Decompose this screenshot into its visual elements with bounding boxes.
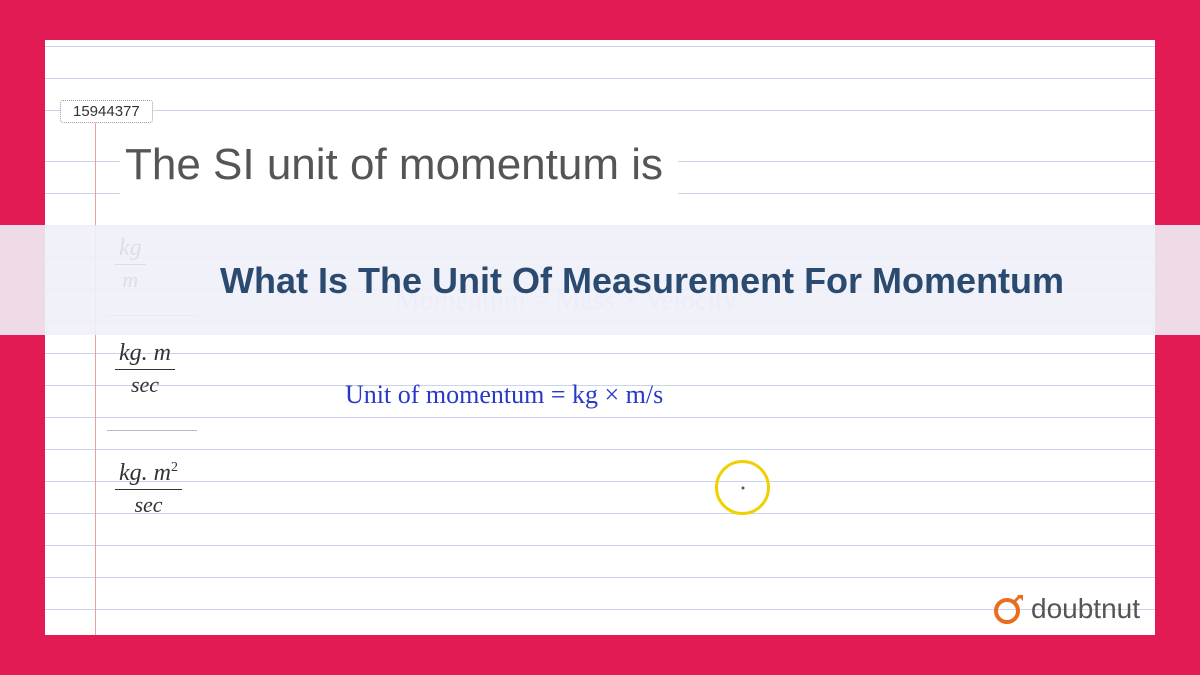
separator-2 [107,430,197,431]
option-2-denominator: sec [115,370,175,398]
margin-line [95,110,96,635]
logo-icon [993,593,1025,625]
paper-area: 15944377 The SI unit of momentum is kg m… [45,40,1155,635]
question-text: The SI unit of momentum is [120,135,678,195]
option-3: kg. m2 sec [115,460,182,518]
ruled-lines [45,40,1155,635]
title-overlay: What Is The Unit Of Measurement For Mome… [0,225,1200,335]
question-id: 15944377 [60,100,153,123]
logo-text: doubtnut [1031,593,1140,625]
highlight-circle [715,460,770,515]
option-2: kg. m sec [115,340,175,398]
option-3-numerator: kg. m2 [115,460,182,490]
option-3-denominator: sec [115,490,182,518]
option-2-numerator: kg. m [115,340,175,370]
overlay-title: What Is The Unit Of Measurement For Mome… [220,258,1064,303]
brand-logo: doubtnut [993,593,1140,625]
handwritten-main: Unit of momentum = kg × m/s [345,380,663,410]
